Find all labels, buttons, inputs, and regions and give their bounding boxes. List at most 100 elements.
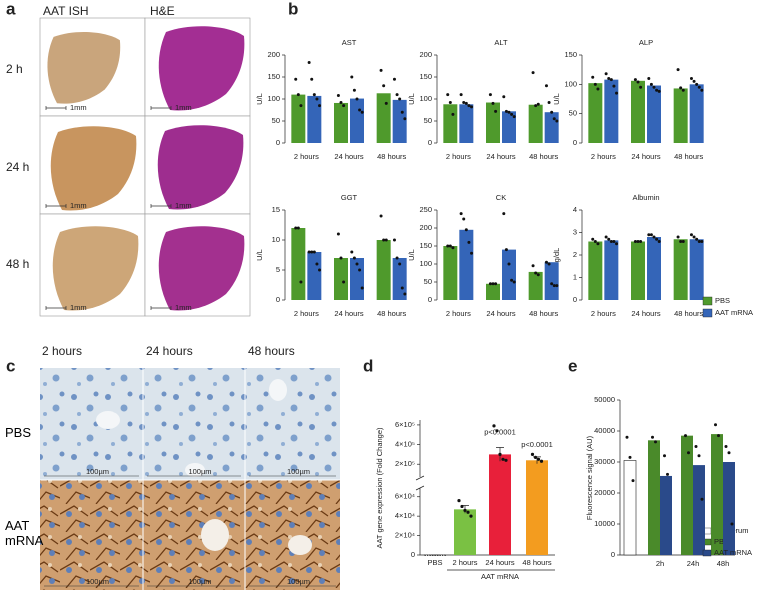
data-point: [512, 115, 516, 119]
data-point: [339, 256, 343, 260]
data-point: [494, 282, 498, 286]
y-tick-label: 2×10⁴: [395, 531, 415, 540]
data-point: [382, 84, 386, 88]
y-tick-label: 150: [419, 241, 432, 250]
scale-label: 100µm: [287, 467, 310, 476]
data-point: [547, 101, 551, 105]
bar: [647, 237, 661, 300]
y-tick-label: 100: [419, 94, 432, 103]
y-tick-label: 0: [428, 295, 432, 304]
x-tick-label: 24 hours: [486, 152, 515, 161]
x-tick-label: 2 hours: [591, 152, 616, 161]
y-tick-label: 50: [424, 116, 432, 125]
data-point: [494, 109, 498, 113]
data-point: [510, 278, 514, 282]
data-point: [457, 499, 461, 503]
panel-label: d: [363, 356, 373, 375]
data-point: [607, 76, 611, 80]
y-tick-label: 4×10⁴: [395, 511, 415, 520]
row-label: 48 h: [6, 257, 29, 271]
x-tick-label: 2h: [656, 559, 664, 568]
data-point: [342, 280, 346, 284]
y-tick-label: 200: [419, 223, 432, 232]
data-point: [296, 226, 300, 230]
data-point: [697, 240, 701, 243]
data-point: [315, 97, 319, 101]
data-point: [467, 104, 471, 108]
bar: [392, 258, 407, 300]
bar: [350, 98, 364, 143]
data-point: [352, 256, 356, 260]
data-point: [464, 228, 468, 232]
data-point: [398, 262, 402, 266]
data-point: [694, 445, 698, 448]
data-point: [296, 93, 300, 97]
bar: [502, 249, 516, 300]
y-axis-label: U/L: [255, 93, 264, 105]
scale-bars: 100µm 100µm 100µm 100µm 100µm 100µm: [44, 467, 336, 587]
data-point: [625, 435, 629, 439]
data-point: [459, 93, 463, 97]
y-axis-label: U/L: [407, 249, 416, 261]
bar: [526, 460, 548, 555]
data-point: [604, 72, 608, 76]
data-point: [657, 89, 661, 93]
data-point: [379, 68, 383, 72]
bar: [648, 440, 660, 555]
data-point: [639, 240, 643, 243]
bar: [711, 434, 723, 555]
data-point: [714, 423, 717, 427]
bar: [350, 258, 364, 300]
data-point: [498, 452, 502, 456]
y-tick-label: 2: [573, 250, 577, 259]
panel-label: c: [6, 356, 15, 375]
data-point: [459, 212, 463, 216]
data-point: [649, 233, 653, 237]
scale-bar: [45, 106, 67, 110]
subplot-title: ALT: [494, 38, 508, 47]
y-tick-label: 0: [573, 138, 577, 147]
bar: [623, 460, 637, 556]
data-point: [692, 79, 696, 83]
scale-bar: [45, 204, 67, 208]
bar: [673, 239, 688, 300]
data-point: [379, 214, 383, 218]
y-tick-label: 50000: [594, 395, 615, 404]
y-tick-label: 0: [428, 138, 432, 147]
group-label: AAT mRNA: [481, 572, 519, 581]
data-point: [550, 110, 554, 114]
data-point: [534, 104, 538, 108]
y-tick-label: 6×10⁴: [395, 492, 415, 501]
subplot-title: ALP: [639, 38, 653, 47]
data-point: [593, 240, 597, 243]
scale-label: 1mm: [70, 303, 87, 312]
data-point: [679, 86, 683, 90]
data-point: [318, 104, 322, 108]
bar: [693, 465, 705, 555]
data-point: [395, 256, 399, 260]
data-point: [491, 101, 495, 105]
bar: [334, 258, 348, 300]
data-point: [384, 238, 388, 242]
bar: [502, 111, 516, 143]
data-point: [462, 101, 466, 105]
x-tick-label: 2 hours: [446, 309, 471, 318]
bar: [604, 240, 619, 300]
data-point: [392, 77, 396, 81]
y-tick-label: 6×10⁵: [395, 420, 415, 429]
data-point: [655, 237, 659, 241]
data-point: [491, 282, 495, 286]
y-tick-label: 0: [276, 138, 280, 147]
data-point: [697, 85, 701, 89]
data-point: [469, 514, 473, 518]
data-point: [360, 110, 364, 114]
data-point: [400, 286, 404, 290]
data-point: [591, 75, 595, 79]
data-point: [470, 251, 474, 255]
x-tick-label: 2 hours: [294, 152, 319, 161]
x-tick-label: 48 hours: [377, 152, 406, 161]
data-point: [492, 424, 496, 428]
data-point: [555, 119, 559, 123]
data-point: [533, 455, 538, 459]
x-tick-label: 24h: [687, 559, 700, 568]
